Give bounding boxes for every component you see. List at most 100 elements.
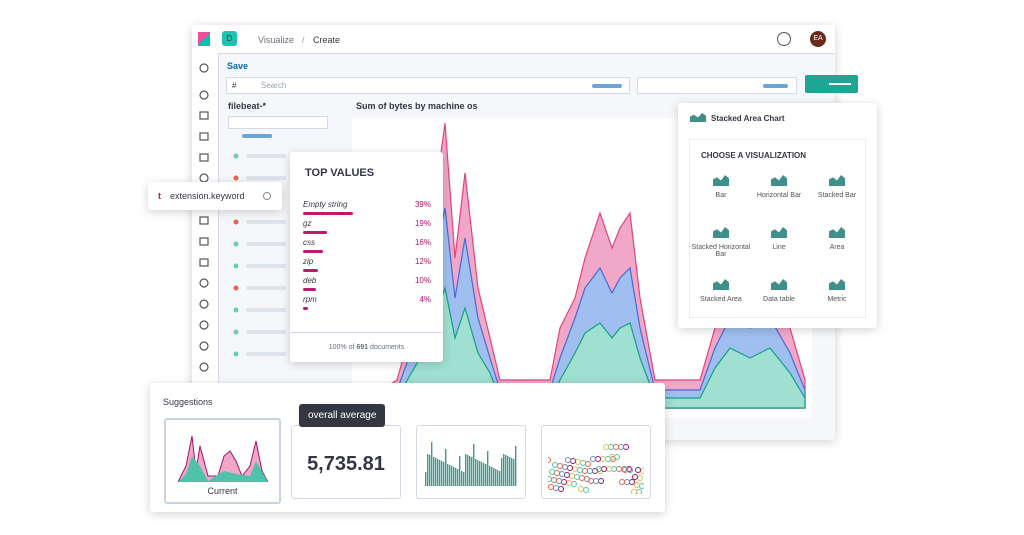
button-bar [829,83,851,85]
refresh-button[interactable] [805,75,858,93]
thumb-dot [614,454,620,460]
thumb-dot [613,444,619,450]
thumb-dot [611,466,617,472]
thumb-bar [439,460,441,486]
value-bar [303,212,353,215]
breadcrumb[interactable]: Visualize [258,35,294,45]
thumb-dot [636,489,642,494]
thumb-bar [457,469,459,486]
vis-option-label: Data table [763,296,795,303]
thumb-dot [579,475,585,481]
thumb-dot [552,462,558,468]
vis-option[interactable]: Stacked Horizontal Bar [688,227,754,258]
search-bar[interactable]: # Search [226,77,630,94]
thumb-dot [548,484,554,490]
value-label: deb [303,276,317,285]
vis-option[interactable]: Bar [688,175,754,199]
field-item[interactable]: t extension.keyword [148,182,282,210]
info-icon[interactable] [263,192,271,200]
thumb-dot [571,481,577,487]
thumb-bar [427,454,429,486]
placeholder-bar [763,84,788,88]
value-label: zip [303,257,314,266]
thumb [548,444,644,494]
suggestion-bar[interactable] [416,425,526,499]
thumb-dot [587,468,593,474]
thumb-bar [497,470,499,486]
thumb-bar [447,464,449,486]
chooser-heading: CHOOSE A VISUALIZATION [701,151,807,160]
vis-option[interactable]: Stacked Area [688,279,754,303]
index-pattern[interactable]: filebeat-* [228,101,267,111]
thumb-dot [554,470,560,476]
save-link[interactable]: Save [227,61,249,71]
field-rows [233,153,286,357]
thumb-dot [561,479,567,485]
vis-option-label: Stacked Horizontal Bar [691,244,751,258]
vis-option[interactable]: Stacked Bar [804,175,870,199]
vis-option[interactable]: Horizontal Bar [746,175,812,199]
thumb-dot [618,444,624,450]
vis-icon [829,175,845,186]
suggestion-metric[interactable]: 5,735.81 [291,425,401,499]
vis-option[interactable]: Area [804,227,870,251]
thumb-bar [425,472,427,486]
vis-option-label: Stacked Bar [817,192,857,199]
thumb-bar [507,456,509,486]
suggestions-title: Suggestions [163,397,213,407]
thumb-dot [608,444,614,450]
value-label: Empty string [303,200,348,209]
thumb-dot [578,486,584,492]
thumb-dot [596,466,602,472]
date-picker[interactable] [637,77,797,94]
avatar[interactable]: EA [810,31,826,47]
thumb-bar [501,458,503,486]
share: 100% of [328,344,355,351]
thumb [178,435,268,482]
space-badge[interactable]: D [222,31,237,46]
field-search[interactable] [228,116,328,129]
thumb-dot [575,459,581,465]
thumb-bar [511,458,513,486]
thumb-dot [616,466,622,472]
help-icon[interactable] [777,32,791,46]
thumb-bar [485,464,487,486]
thumb-dot [574,474,580,480]
thumb-dot [606,466,612,472]
thumb-bar [435,458,437,486]
thumb-bar [451,466,453,486]
vis-icon [829,227,845,238]
vis-icon [771,227,787,238]
thumb-dot [553,485,559,491]
count: 691 [356,344,369,351]
thumb-dot [634,482,640,488]
vis-option-label: Area [829,244,845,251]
query-language[interactable]: # [232,81,237,90]
thumb-dot [623,444,629,450]
thumb-dot [595,456,601,462]
thumb-dot [635,467,641,473]
nav-icons [199,63,209,372]
vis-icon [713,227,729,238]
thumb-dot [556,478,562,484]
suggestion-scatter[interactable] [541,425,651,499]
value-bar [303,288,316,291]
thumb-dot [624,479,630,485]
vis-icon [829,279,845,290]
logo [198,32,210,46]
thumb-bar [509,457,511,486]
suggestion-current[interactable]: Current [164,418,281,504]
vis-option[interactable]: Data table [746,279,812,303]
current-vis[interactable]: Stacked Area Chart [711,114,785,123]
thumb-bar [467,455,469,486]
thumb-dot [564,472,570,478]
vis-option[interactable]: Line [746,227,812,251]
thumb-dot [609,454,615,460]
thumb-bar [481,462,483,486]
vis-option[interactable]: Metric [804,279,870,303]
value-row: css 16% [303,238,431,254]
thumb-bar [443,462,445,486]
vis-option-label: Bar [715,192,727,199]
value-row: Empty string 39% [303,200,431,216]
